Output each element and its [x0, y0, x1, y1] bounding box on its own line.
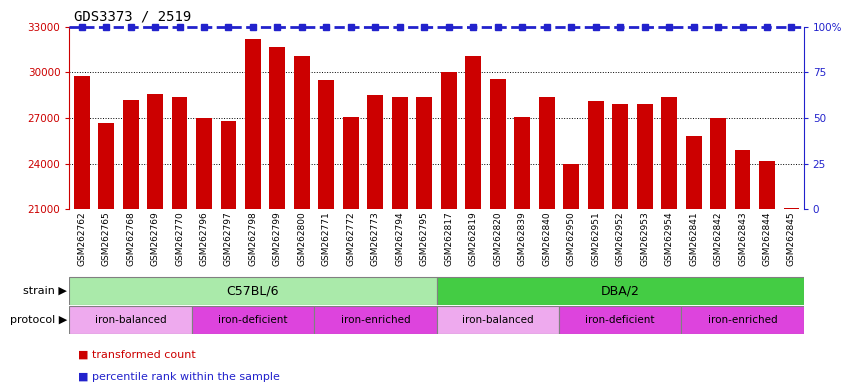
Text: GSM262773: GSM262773: [371, 211, 380, 266]
Bar: [270, 46, 285, 384]
Bar: [539, 97, 555, 384]
Text: GSM262800: GSM262800: [298, 211, 306, 266]
Bar: [661, 97, 677, 384]
Text: GSM262765: GSM262765: [102, 211, 111, 266]
Text: GSM262950: GSM262950: [567, 211, 575, 266]
Bar: [437, 277, 804, 305]
Bar: [98, 122, 114, 384]
Bar: [123, 100, 139, 384]
Bar: [563, 164, 580, 384]
Bar: [196, 118, 212, 384]
Text: GSM262841: GSM262841: [689, 211, 698, 266]
Text: protocol ▶: protocol ▶: [9, 314, 67, 325]
Text: iron-balanced: iron-balanced: [462, 314, 534, 325]
Text: GSM262769: GSM262769: [151, 211, 160, 266]
Bar: [147, 94, 163, 384]
Bar: [588, 101, 603, 384]
Text: GSM262762: GSM262762: [77, 211, 86, 266]
Bar: [245, 39, 261, 384]
Bar: [734, 150, 750, 384]
Text: iron-balanced: iron-balanced: [95, 314, 167, 325]
Text: GSM262820: GSM262820: [493, 211, 503, 266]
Bar: [416, 97, 432, 384]
Bar: [318, 80, 334, 384]
Bar: [69, 306, 192, 333]
Bar: [465, 56, 481, 384]
Text: GSM262799: GSM262799: [273, 211, 282, 266]
Bar: [221, 121, 236, 384]
Bar: [441, 73, 457, 384]
Bar: [367, 95, 383, 384]
Bar: [192, 306, 314, 333]
Text: GSM262845: GSM262845: [787, 211, 796, 266]
Bar: [710, 118, 726, 384]
Text: GSM262842: GSM262842: [713, 211, 722, 266]
Text: GSM262796: GSM262796: [200, 211, 208, 266]
Bar: [74, 76, 90, 384]
Bar: [759, 161, 775, 384]
Bar: [514, 117, 530, 384]
Bar: [559, 306, 681, 333]
Text: GSM262795: GSM262795: [420, 211, 429, 266]
Text: GSM262771: GSM262771: [321, 211, 331, 266]
Text: ■ transformed count: ■ transformed count: [78, 349, 195, 359]
Text: GDS3373 / 2519: GDS3373 / 2519: [74, 9, 191, 23]
Bar: [437, 306, 559, 333]
Text: iron-enriched: iron-enriched: [341, 314, 410, 325]
Text: DBA/2: DBA/2: [601, 285, 640, 297]
Bar: [637, 104, 652, 384]
Bar: [681, 306, 804, 333]
Text: ■ percentile rank within the sample: ■ percentile rank within the sample: [78, 372, 280, 382]
Text: GSM262840: GSM262840: [542, 211, 552, 266]
Text: GSM262952: GSM262952: [616, 211, 624, 266]
Text: C57BL/6: C57BL/6: [227, 285, 279, 297]
Text: GSM262839: GSM262839: [518, 211, 527, 266]
Text: GSM262843: GSM262843: [738, 211, 747, 266]
Text: iron-deficient: iron-deficient: [585, 314, 655, 325]
Text: GSM262770: GSM262770: [175, 211, 184, 266]
Bar: [172, 97, 188, 384]
Bar: [685, 136, 701, 384]
Text: GSM262954: GSM262954: [665, 211, 673, 266]
Text: iron-enriched: iron-enriched: [708, 314, 777, 325]
Bar: [314, 306, 437, 333]
Text: GSM262797: GSM262797: [224, 211, 233, 266]
Text: iron-deficient: iron-deficient: [218, 314, 288, 325]
Text: GSM262819: GSM262819: [469, 211, 478, 266]
Bar: [294, 56, 310, 384]
Bar: [69, 277, 437, 305]
Text: GSM262794: GSM262794: [395, 211, 404, 266]
Text: GSM262798: GSM262798: [249, 211, 257, 266]
Text: GSM262953: GSM262953: [640, 211, 649, 266]
Bar: [783, 208, 799, 384]
Bar: [490, 79, 506, 384]
Text: GSM262951: GSM262951: [591, 211, 600, 266]
Bar: [613, 104, 628, 384]
Bar: [343, 117, 359, 384]
Text: GSM262772: GSM262772: [346, 211, 355, 266]
Text: GSM262844: GSM262844: [762, 211, 772, 266]
Text: GSM262817: GSM262817: [444, 211, 453, 266]
Bar: [392, 97, 408, 384]
Text: strain ▶: strain ▶: [23, 286, 67, 296]
Text: GSM262768: GSM262768: [126, 211, 135, 266]
